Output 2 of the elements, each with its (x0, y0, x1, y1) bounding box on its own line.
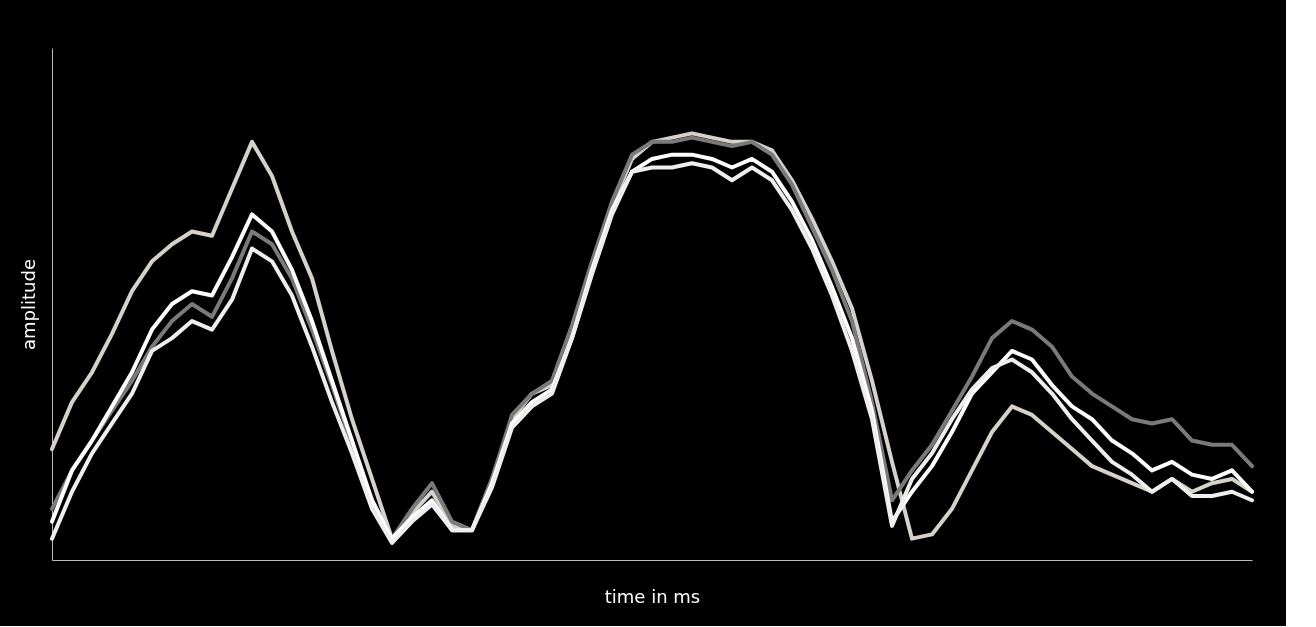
x-axis-title: time in ms (604, 585, 701, 607)
y-axis-title: amplitude (17, 259, 39, 350)
